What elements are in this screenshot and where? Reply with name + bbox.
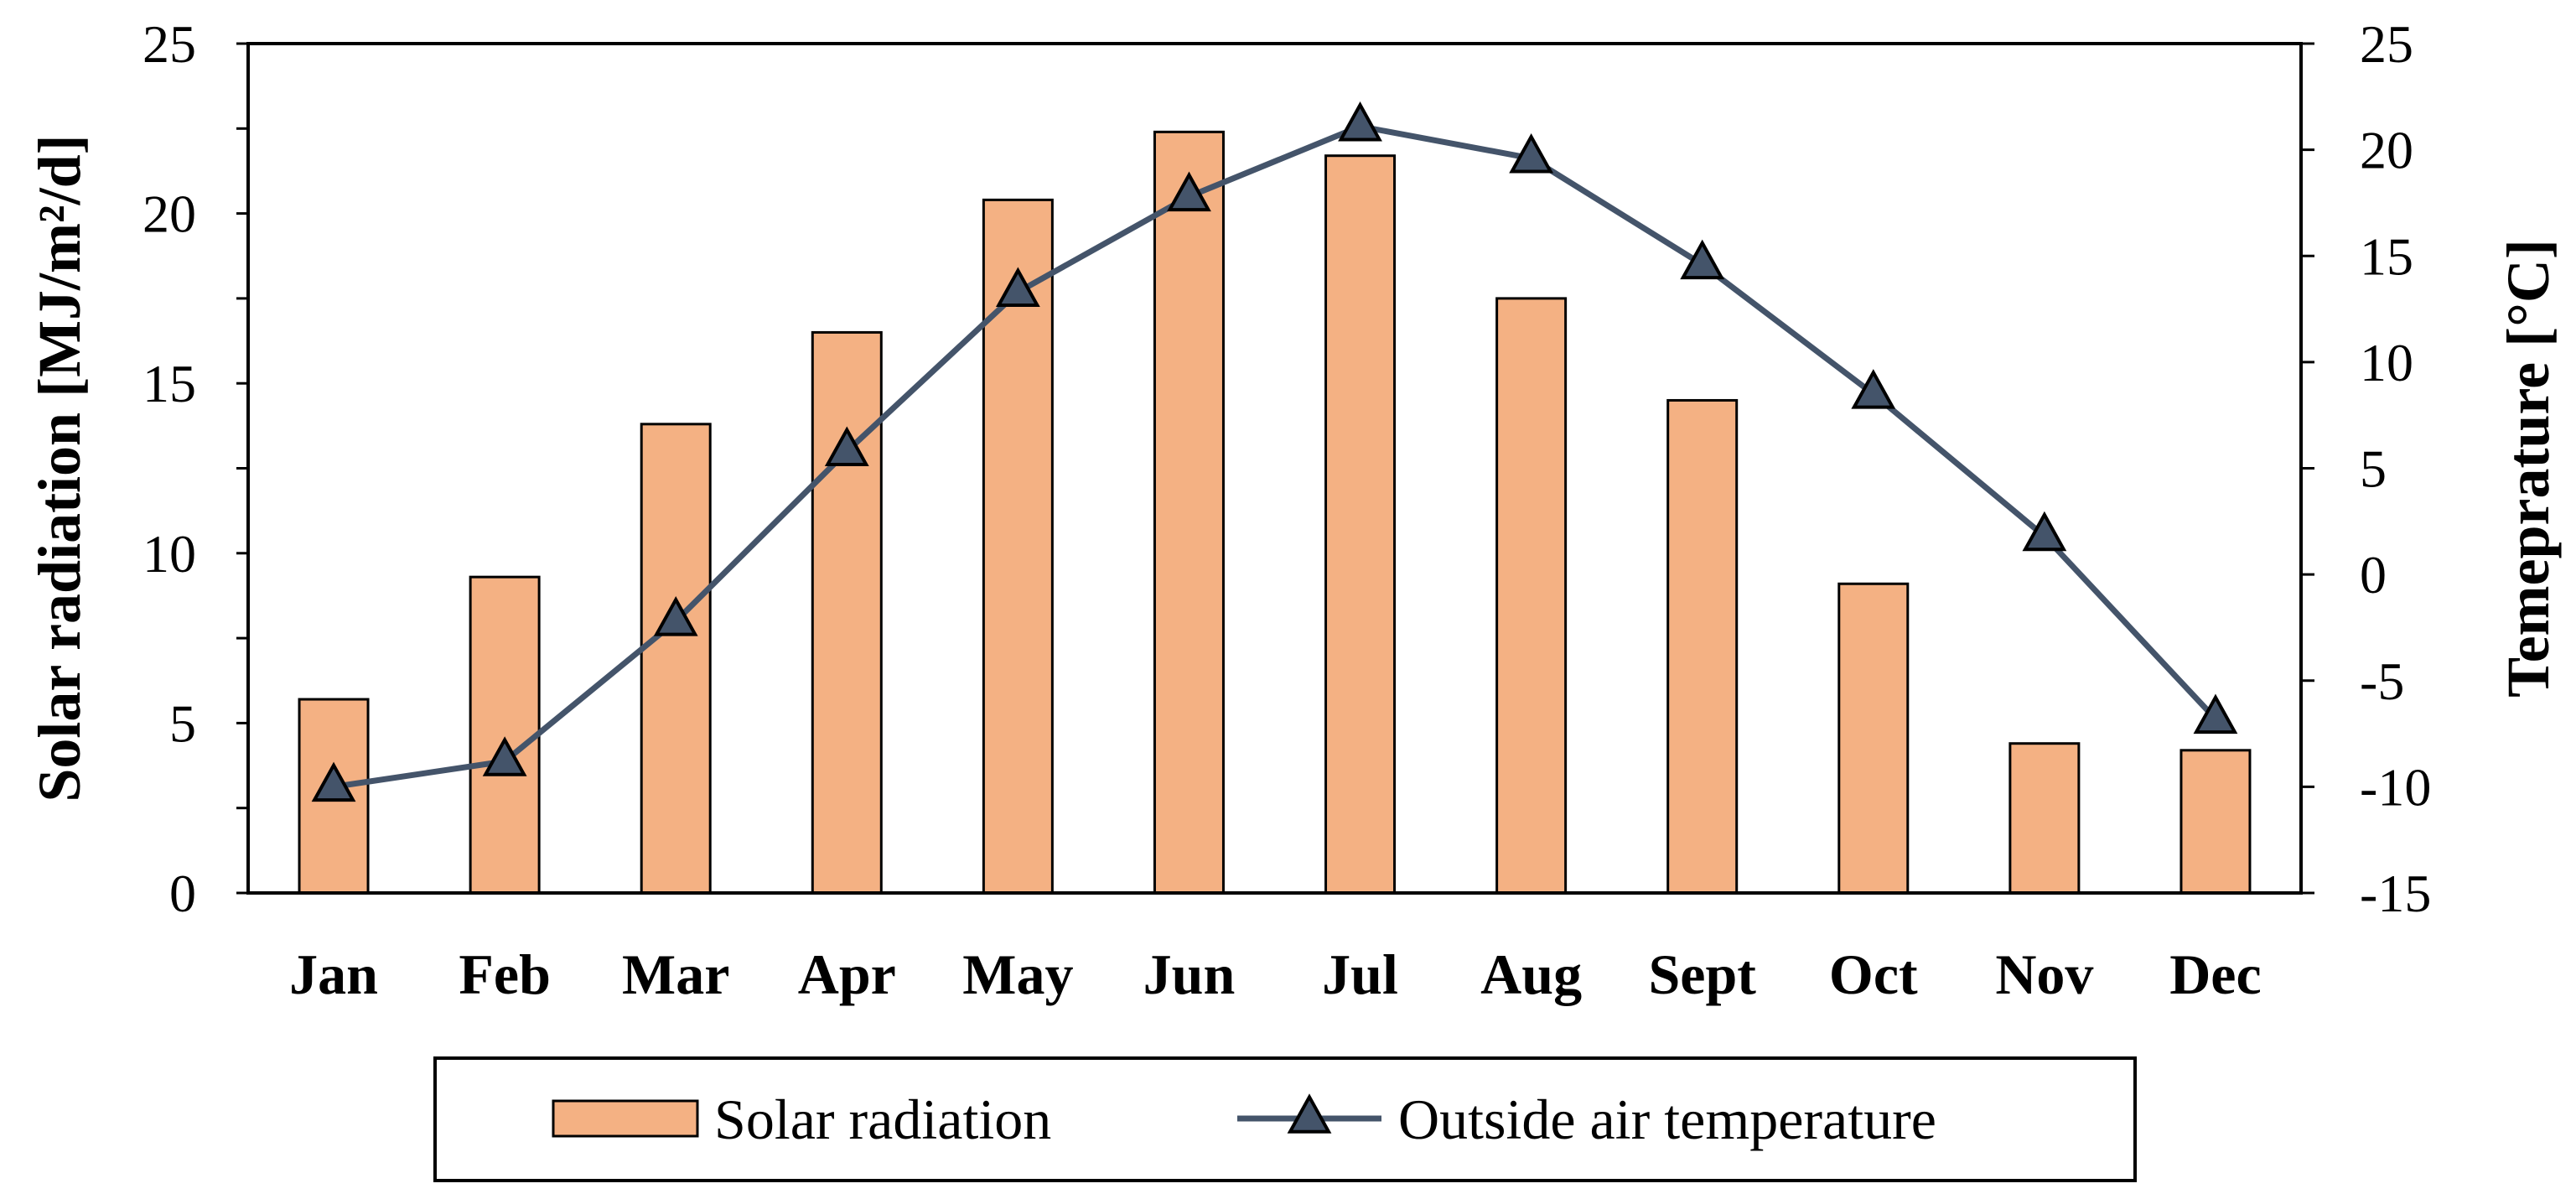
right-tick-label: 20: [2360, 121, 2413, 180]
left-tick-label: 25: [143, 14, 196, 74]
right-axis-title: Temeprature [°C]: [2495, 239, 2562, 698]
legend-triangle-icon: [1287, 1093, 1332, 1134]
temperature-marker-sept: [1680, 239, 1725, 280]
bar-mar: [640, 423, 712, 895]
legend-label-solar: Solar radiation: [714, 1087, 1051, 1151]
right-tick-label: -10: [2360, 757, 2431, 817]
left-tick-label: 20: [143, 184, 196, 244]
category-label: Mar: [622, 942, 729, 1006]
temperature-marker-jan: [311, 761, 356, 802]
temperature-marker-mar: [653, 596, 698, 636]
bar-nov: [2008, 742, 2081, 895]
bar-sept: [1666, 398, 1739, 895]
left-tick-label: 5: [169, 693, 196, 753]
plot-frame: [246, 42, 2303, 895]
left-tick-label: 10: [143, 524, 196, 584]
right-tick-label: 0: [2360, 545, 2387, 605]
category-label: Jul: [1322, 942, 1398, 1006]
bar-apr: [811, 330, 883, 895]
category-label: Sept: [1648, 942, 1756, 1006]
bar-oct: [1837, 582, 1910, 895]
axes: 0 5 10 15 20 25 -15 -10 -5 0 5 10 15 20 25 Jan Feb Mar Apr…: [143, 14, 2431, 1006]
temperature-marker-jul: [1338, 101, 1382, 142]
legend-label-temperature: Outside air temperature: [1398, 1087, 1936, 1151]
category-label: May: [962, 942, 1073, 1006]
category-label: Apr: [798, 942, 896, 1006]
bar-aug: [1495, 297, 1568, 895]
axis-labels: Solar radiation [MJ/m²/d] Temeprature [°C…: [26, 134, 2562, 802]
category-label: Feb: [459, 942, 551, 1006]
temperature-marker-apr: [824, 426, 869, 466]
temperature-marker-nov: [2022, 511, 2067, 552]
left-axis-title: Solar radiation [MJ/m²/d]: [26, 134, 93, 802]
right-tick-label: -15: [2360, 864, 2431, 923]
right-tick-label: 15: [2360, 226, 2413, 286]
right-tick-label: 5: [2360, 439, 2387, 499]
line-series: [311, 101, 2238, 802]
bar-jun: [1153, 130, 1225, 895]
category-label: Jun: [1143, 942, 1236, 1006]
category-label: Aug: [1480, 942, 1582, 1006]
category-label: Nov: [1995, 942, 2093, 1006]
left-tick-label: 0: [169, 864, 196, 923]
left-tick-label: 15: [143, 354, 196, 413]
bar-jul: [1324, 154, 1397, 895]
temperature-marker-feb: [482, 736, 527, 776]
legend: Solar radiation Outside air temperature: [433, 1056, 2137, 1182]
bar-feb: [469, 575, 541, 895]
temperature-marker-aug: [1509, 132, 1554, 174]
right-tick-label: 10: [2360, 333, 2413, 392]
right-tick-label: -5: [2360, 651, 2404, 711]
category-label: Jan: [289, 942, 378, 1006]
temperature-marker-may: [995, 267, 1040, 308]
temperature-marker-oct: [1851, 369, 1896, 409]
category-label: Oct: [1829, 942, 1918, 1006]
bar-series: [298, 130, 2252, 895]
temperature-marker-dec: [2193, 693, 2238, 734]
temperature-line: [333, 123, 2218, 790]
right-tick-label: 25: [2360, 14, 2413, 74]
temperature-marker-jun: [1167, 171, 1211, 212]
category-label: Dec: [2169, 942, 2261, 1006]
bar-dec: [2179, 749, 2252, 895]
legend-bar-swatch: [552, 1099, 699, 1138]
